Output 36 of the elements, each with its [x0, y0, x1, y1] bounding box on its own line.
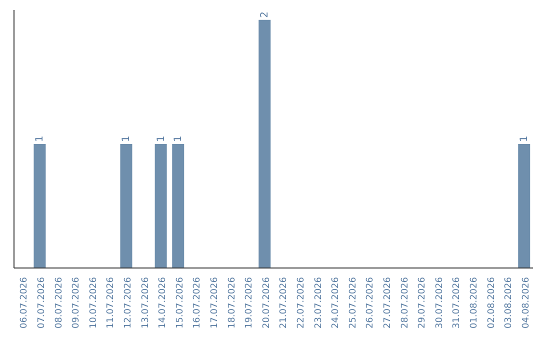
- x-tick-label: 15.07.2026: [175, 276, 186, 329]
- x-tick-label: 27.07.2026: [382, 276, 393, 329]
- data-label: 1: [519, 136, 530, 142]
- x-tick-label: 09.07.2026: [72, 276, 82, 329]
- x-tick-label: 22.07.2026: [296, 276, 306, 329]
- x-tick-label: 26.07.2026: [366, 276, 376, 329]
- x-tick-label: 18.07.2026: [227, 276, 238, 329]
- x-tick-label: 31.07.2026: [452, 276, 462, 329]
- x-tick-label: 17.07.2026: [210, 276, 220, 329]
- x-tick-label: 02.08.2026: [486, 276, 497, 329]
- x-tick-label: 11.07.2026: [106, 276, 116, 329]
- x-tick-label: 03.08.2026: [504, 276, 514, 329]
- x-tick-label: 19.07.2026: [244, 276, 255, 329]
- data-label: 1: [173, 136, 184, 142]
- x-tick-label: 24.07.2026: [331, 276, 342, 329]
- x-tick-label: 06.07.2026: [20, 276, 30, 329]
- data-label: 1: [34, 136, 46, 142]
- x-tick-label: 30.07.2026: [434, 276, 445, 329]
- x-tick-label: 29.07.2026: [418, 276, 428, 329]
- x-tick-label: 28.07.2026: [400, 276, 410, 329]
- x-tick-label: 04.08.2026: [521, 276, 532, 329]
- data-label: 1: [156, 136, 167, 142]
- x-tick-label: 13.07.2026: [140, 276, 151, 329]
- x-tick-label: 20.07.2026: [262, 276, 272, 329]
- x-tick-label: 10.07.2026: [88, 276, 99, 329]
- x-tick-label: 21.07.2026: [279, 276, 290, 329]
- data-label: 1: [121, 136, 132, 142]
- x-tick-label: 25.07.2026: [348, 276, 358, 329]
- x-tick-label: 23.07.2026: [314, 276, 324, 329]
- data-label: 2: [260, 12, 271, 18]
- x-tick-label: 14.07.2026: [158, 276, 168, 329]
- x-tick-label: 12.07.2026: [123, 276, 134, 329]
- x-tick-label: 16.07.2026: [192, 276, 203, 329]
- x-tick-label: 07.07.2026: [36, 276, 47, 329]
- x-tick-label: 08.07.2026: [54, 276, 64, 329]
- x-tick-label: 01.08.2026: [469, 276, 480, 329]
